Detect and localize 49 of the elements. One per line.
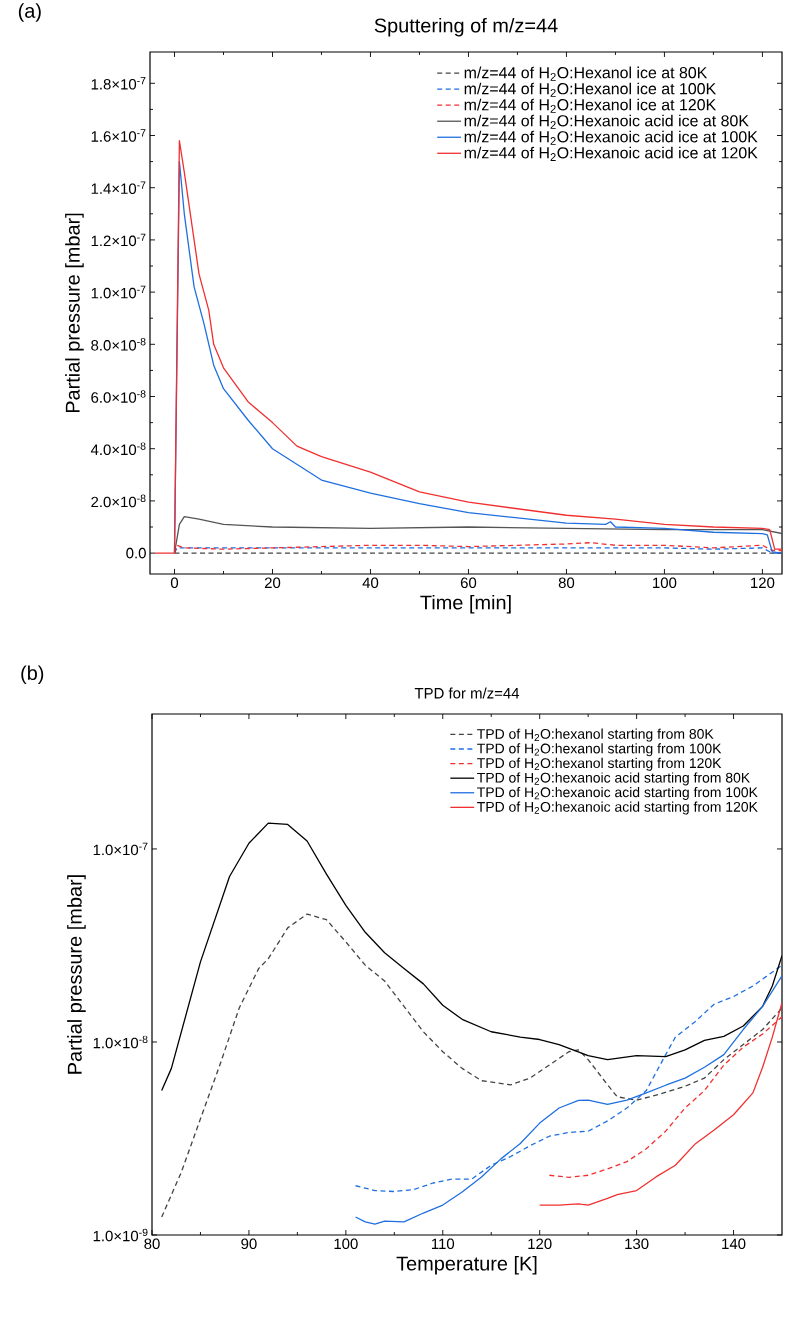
legend-label: TPD of H$_{2}$O:hexanoic acid starting from 100K <box>477 786 758 800</box>
line-series <box>539 1001 782 1206</box>
y-tick-label: 8.0×10$^{-8}$ <box>91 337 146 351</box>
x-tick-label: 40 <box>362 577 379 589</box>
legend-label: m/z=44 of H$_{2}$O:Hexanoic acid ice at 100K <box>464 130 758 145</box>
legend-label: m/z=44 of H$_{2}$O:Hexanoic acid ice at 120K <box>464 146 758 161</box>
legend-label: TPD of H$_{2}$O:hexanol starting from 120K <box>477 757 722 771</box>
x-tick-label: 100 <box>653 577 677 589</box>
y-tick-label: 1.0×10$^{-7}$ <box>93 842 148 856</box>
line-series <box>173 515 783 554</box>
legend-label: m/z=44 of H$_{2}$O:Hexanoic acid ice at 80K <box>464 114 749 129</box>
chart-title: Sputtering of m/z=44 <box>374 17 558 37</box>
legend-label: TPD of H$_{2}$O:hexanol starting from 80K <box>477 728 714 742</box>
y-tick-label: 0.0 <box>126 547 146 559</box>
x-tick-label: 140 <box>722 1238 746 1250</box>
y-tick-label: 6.0×10$^{-8}$ <box>91 390 146 403</box>
chart-title: TPD for m/z=44 <box>414 687 520 699</box>
legend-label: TPD of H$_{2}$O:hexanoic acid starting from 80K <box>477 772 750 786</box>
y-tick-label: 1.4×10$^{-7}$ <box>91 181 146 194</box>
legend-label: TPD of H$_{2}$O:hexanol starting from 100K <box>477 743 722 757</box>
legend-label: m/z=44 of H$_{2}$O:Hexanol ice at 80K <box>464 66 708 81</box>
x-tick-label: 90 <box>241 1238 257 1250</box>
x-tick-label: 60 <box>460 577 477 589</box>
line-series <box>161 913 782 1218</box>
x-axis-title: Time [min] <box>420 594 511 614</box>
legend-label: m/z=44 of H$_{2}$O:Hexanol ice at 120K <box>464 98 717 113</box>
y-tick-label: 1.2×10$^{-7}$ <box>91 233 146 247</box>
x-tick-label: 80 <box>558 577 575 589</box>
y-tick-label: 1.0×10$^{-7}$ <box>91 285 146 299</box>
legend-label: TPD of H$_{2}$O:hexanoic acid starting from 120K <box>477 801 758 815</box>
y-tick-label: 1.8×10$^{-7}$ <box>91 77 146 90</box>
x-tick-label: 120 <box>528 1238 552 1250</box>
x-tick-label: 20 <box>264 577 281 589</box>
y-axis-title: Partial pressure [mbar] <box>67 875 86 1074</box>
x-axis-title: Temperature [K] <box>396 1255 537 1275</box>
x-tick-label: 0 <box>170 577 179 589</box>
x-tick-label: 80 <box>144 1238 160 1250</box>
y-tick-label: 1.0×10$^{-8}$ <box>93 1035 148 1049</box>
y-tick-label: 4.0×10$^{-8}$ <box>90 442 146 456</box>
text: (b) <box>21 665 44 684</box>
text: (a) <box>18 3 41 22</box>
legend-label: m/z=44 of H$_{2}$O:Hexanol ice at 100K <box>464 82 717 97</box>
x-tick-label: 110 <box>432 1238 455 1250</box>
y-tick-label: 1.6×10$^{-7}$ <box>91 129 146 142</box>
x-tick-label: 120 <box>751 577 775 589</box>
x-tick-label: 100 <box>334 1238 358 1250</box>
y-tick-label: 2.0×10$^{-8}$ <box>91 494 146 508</box>
y-axis-title: Partial pressure [mbar] <box>65 213 84 413</box>
x-tick-label: 130 <box>625 1238 649 1250</box>
